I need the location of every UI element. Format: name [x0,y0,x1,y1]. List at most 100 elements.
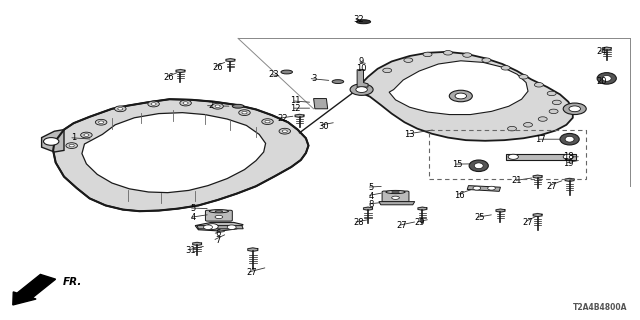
Text: 6: 6 [215,229,220,238]
Circle shape [488,186,495,190]
Text: 5: 5 [369,183,374,192]
Ellipse shape [215,215,223,219]
Text: 28: 28 [353,218,364,227]
Text: 23: 23 [269,70,279,79]
Circle shape [118,108,123,110]
Circle shape [265,120,270,123]
Polygon shape [565,178,574,181]
Polygon shape [418,207,427,210]
Polygon shape [248,248,258,251]
Polygon shape [533,213,542,217]
Circle shape [455,93,467,99]
Text: 17: 17 [536,135,546,144]
Circle shape [350,84,373,95]
Circle shape [444,51,452,55]
FancyBboxPatch shape [205,210,232,221]
Circle shape [356,87,367,92]
Circle shape [115,106,126,112]
Circle shape [463,53,472,57]
Ellipse shape [215,211,223,212]
Ellipse shape [392,196,399,199]
Circle shape [569,106,580,112]
Circle shape [227,225,236,229]
Circle shape [538,117,547,121]
Polygon shape [42,130,64,152]
Circle shape [534,83,543,87]
Text: 2: 2 [209,101,214,110]
Ellipse shape [356,20,371,24]
Text: 15: 15 [452,160,463,169]
Polygon shape [389,61,528,115]
Text: 16: 16 [454,191,465,200]
Circle shape [215,105,220,108]
Text: 21: 21 [512,176,522,185]
FancyArrow shape [13,275,56,305]
Circle shape [204,225,212,229]
Text: 27: 27 [246,268,257,277]
Text: 10: 10 [356,64,367,73]
Circle shape [239,110,250,116]
Text: 4: 4 [369,192,374,201]
Circle shape [84,134,89,136]
Ellipse shape [232,104,244,108]
Circle shape [383,68,392,73]
Circle shape [69,144,74,147]
Text: 29: 29 [414,218,424,227]
Text: 22: 22 [278,114,288,123]
Ellipse shape [597,73,616,84]
Circle shape [95,119,107,125]
Polygon shape [506,154,576,160]
Text: 1: 1 [71,133,76,142]
Text: 26: 26 [212,63,223,72]
Text: T2A4B4800A: T2A4B4800A [573,303,627,312]
Text: 3: 3 [311,74,316,83]
Circle shape [563,154,573,159]
Circle shape [508,126,516,131]
Polygon shape [82,113,266,193]
Ellipse shape [209,210,228,213]
Text: 4: 4 [191,213,196,222]
Text: 18: 18 [563,152,573,161]
Circle shape [563,103,586,115]
Circle shape [508,154,518,159]
Polygon shape [176,69,185,73]
Ellipse shape [386,190,405,194]
Polygon shape [357,52,573,141]
Circle shape [473,186,481,190]
Ellipse shape [565,136,574,142]
Circle shape [482,58,491,62]
Text: 20: 20 [596,77,607,86]
Circle shape [148,101,159,107]
Circle shape [279,128,291,134]
Text: 5: 5 [191,204,196,212]
Ellipse shape [602,76,611,81]
Text: 11: 11 [291,96,301,105]
Ellipse shape [392,191,399,193]
Polygon shape [533,175,542,178]
Circle shape [207,224,218,229]
Text: 24: 24 [596,47,607,56]
Polygon shape [467,186,500,191]
Circle shape [212,103,223,109]
Ellipse shape [560,133,579,145]
Polygon shape [226,59,235,62]
Text: 12: 12 [291,104,301,113]
Text: 27: 27 [523,218,533,227]
Circle shape [183,102,188,104]
Text: 32: 32 [353,15,364,24]
Circle shape [547,91,556,96]
Polygon shape [602,47,611,50]
Circle shape [282,130,287,132]
Text: 25: 25 [475,213,485,222]
Circle shape [262,119,273,124]
Polygon shape [197,226,243,229]
Circle shape [180,100,191,106]
FancyBboxPatch shape [382,191,409,202]
Circle shape [66,143,77,148]
Circle shape [552,100,561,105]
Text: 30: 30 [318,122,328,131]
Polygon shape [193,242,202,245]
Polygon shape [295,114,304,117]
Ellipse shape [469,160,488,172]
Circle shape [519,75,528,79]
